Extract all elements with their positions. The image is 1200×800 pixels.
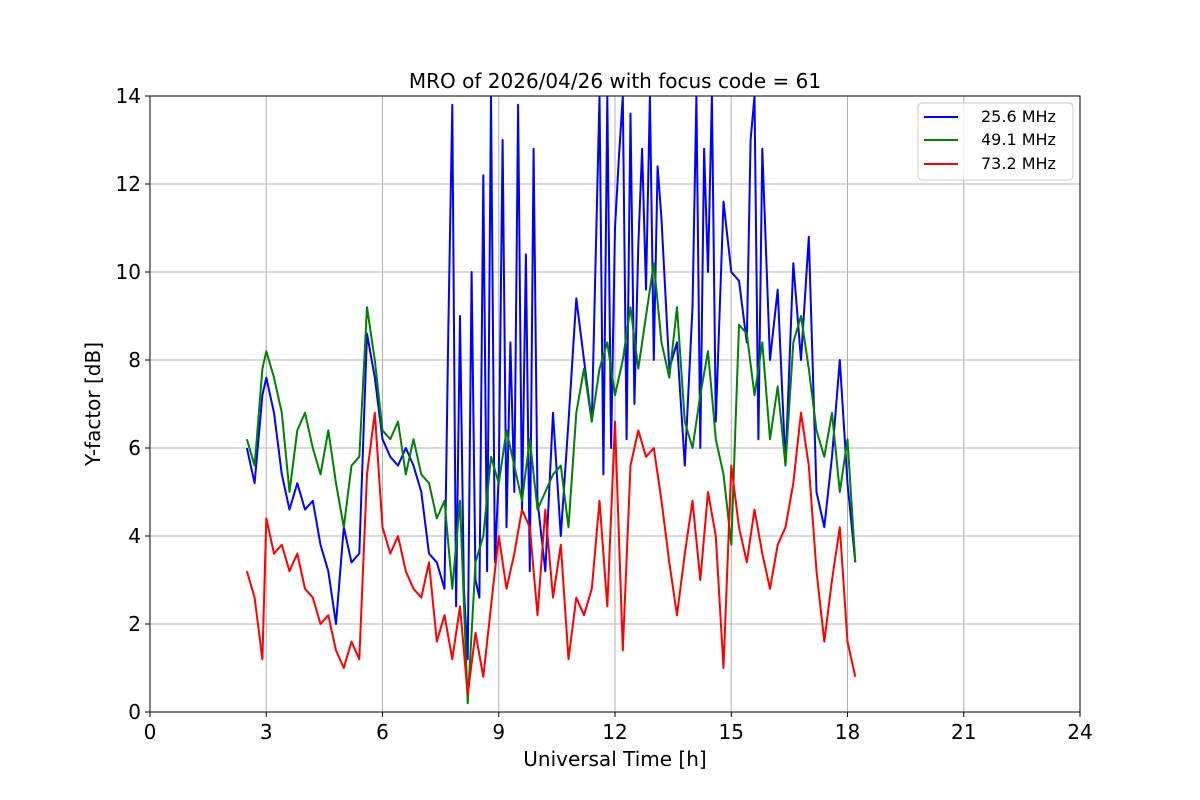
y-tick-label: 0: [128, 700, 141, 724]
legend-label-49-1-mhz: 49.1 MHz: [981, 130, 1056, 149]
x-tick-label: 9: [492, 720, 505, 744]
legend-label-73-2-mhz: 73.2 MHz: [981, 154, 1056, 173]
series-line-25-6-mhz: [245, 96, 857, 661]
legend-label-25-6-mhz: 25.6 MHz: [981, 107, 1056, 126]
y-tick-label: 8: [128, 348, 141, 372]
x-tick-label: 12: [602, 720, 627, 744]
series-line-49-1-mhz: [245, 262, 857, 705]
x-axis-label: Universal Time [h]: [523, 747, 706, 771]
x-tick-label: 15: [719, 720, 744, 744]
y-tick-label: 14: [116, 84, 141, 108]
series-line-73-2-mhz: [245, 411, 857, 696]
x-tick-label: 6: [376, 720, 389, 744]
y-tick-label: 2: [128, 612, 141, 636]
series-layer: [245, 96, 857, 705]
x-tick-label: 3: [260, 720, 273, 744]
x-ticks: 0 3 6 9 12 15 18 21 24: [144, 712, 1093, 744]
y-tick-label: 4: [128, 524, 141, 548]
x-tick-label: 18: [835, 720, 860, 744]
x-tick-label: 0: [144, 720, 157, 744]
y-tick-label: 6: [128, 436, 141, 460]
legend-box: [917, 102, 1074, 181]
x-tick-label: 24: [1067, 720, 1092, 744]
y-tick-label: 10: [116, 260, 141, 284]
y-tick-label: 12: [116, 172, 141, 196]
legend: 25.6 MHz 49.1 MHz 73.2 MHz: [917, 102, 1074, 181]
x-tick-label: 21: [951, 720, 976, 744]
chart-title: MRO of 2026/04/26 with focus code = 61: [409, 69, 821, 93]
y-axis-label: Y-factor [dB]: [81, 342, 105, 467]
y-ticks: 0 2 4 6 8 10 12 14: [116, 84, 150, 724]
